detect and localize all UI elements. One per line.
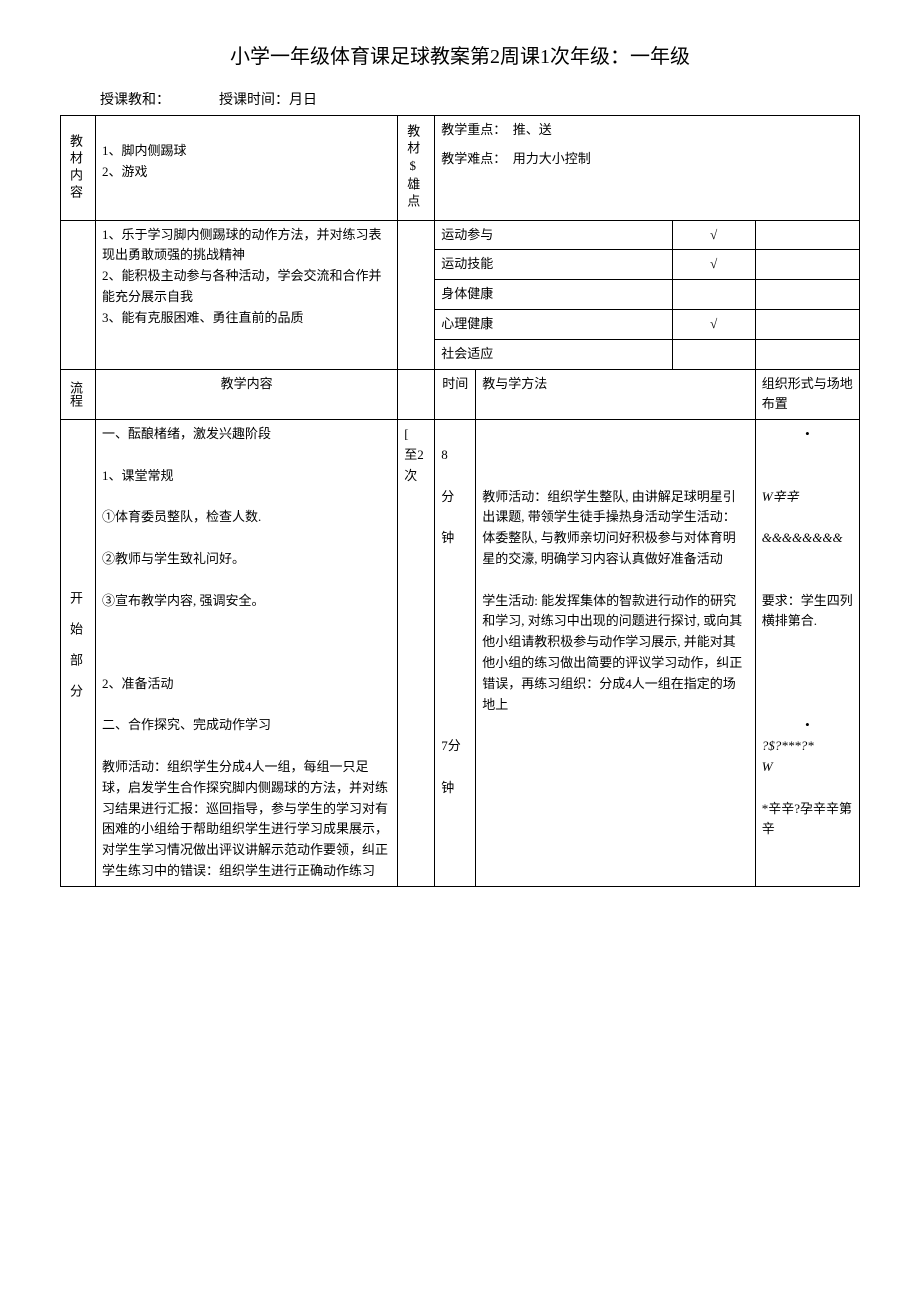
domain-4-check: √	[672, 309, 755, 339]
table-row: 1、乐于学习脚内侧踢球的动作方法，并对练习表现出勇敢顽强的挑战精神 2、能积极主…	[61, 220, 860, 250]
domain-4-blank	[755, 309, 859, 339]
goal-3: 3、能有克服困难、勇往直前的品质	[102, 310, 304, 325]
method-1: 教师活动：组织学生整队, 由讲解足球明星引出课题, 带领学生徒手操热身活动学生活…	[482, 489, 736, 566]
page-title: 小学一年级体育课足球教案第2周课1次年级：一年级	[60, 40, 860, 69]
method-col: 教师活动：组织学生整队, 由讲解足球明星引出课题, 带领学生徒手操热身活动学生活…	[476, 420, 755, 887]
header-time: 时间	[435, 369, 476, 420]
table-row: 教材内容 1、脚内侧踢球 2、游戏 教材$雄点 教学重点： 推、送	[61, 116, 860, 145]
teach-key-label: 教学重点：	[441, 122, 500, 137]
material-content-label-cell: 教材内容	[61, 116, 96, 221]
teach-diff-value: 用力大小控制	[513, 151, 591, 166]
material-content-2: 2、游戏	[102, 164, 148, 179]
domain-2-blank	[755, 250, 859, 280]
domain-1-check: √	[672, 220, 755, 250]
domain-3-label: 身体健康	[435, 280, 672, 310]
material-content-1: 1、脚内侧踢球	[102, 143, 187, 158]
header-org: 组织形式与场地布置	[755, 369, 859, 420]
table-row: 开始部分 一、酝酿楮绪，激发兴趣阶段 1、课堂常规 ①体育委员整队，检查人数. …	[61, 420, 860, 887]
org-line-5: *辛辛?孕辛辛第辛	[762, 799, 853, 841]
section-label: 开始部分	[67, 591, 85, 715]
domain-5-blank	[755, 339, 859, 369]
goals-cell: 1、乐于学习脚内侧踢球的动作方法，并对练习表现出勇敢顽强的挑战精神 2、能积极主…	[96, 220, 398, 369]
times-col: [ 至2 次	[398, 420, 435, 887]
title-suffix: 次年级：一年级	[550, 46, 690, 68]
domain-2-label: 运动技能	[435, 250, 672, 280]
flow-label-cell: 流程	[61, 369, 96, 420]
time-1: 8 分 钟	[441, 445, 469, 549]
domain-2-check: √	[672, 250, 755, 280]
domain-3-check	[672, 280, 755, 310]
goal-2: 2、能积极主动参与各种活动，学会交流和合作并能充分展示自我	[102, 268, 382, 304]
header-content: 教学内容	[96, 369, 398, 420]
domain-1-label: 运动参与	[435, 220, 672, 250]
domain-label-cell	[398, 220, 435, 369]
org-line-4: W	[762, 757, 853, 778]
method-2: 学生活动: 能发挥集体的智款进行动作的研究和学习, 对练习中出现的问题进行探讨,…	[482, 593, 742, 712]
material-content-cell: 1、脚内侧踢球 2、游戏	[96, 116, 398, 221]
time-col: 8 分 钟 7分 钟	[435, 420, 476, 887]
content-block: 一、酝酿楮绪，激发兴趣阶段 1、课堂常规 ①体育委员整队，检查人数. ②教师与学…	[96, 420, 398, 887]
teach-key-value: 推、送	[513, 122, 552, 137]
section-label-cell: 开始部分	[61, 420, 96, 887]
teach-diff-label: 教学难点：	[441, 151, 500, 166]
header-times-blank	[398, 369, 435, 420]
table-row: 流程 教学内容 时间 教与学方法 组织形式与场地布置	[61, 369, 860, 420]
time-2: 7分 钟	[441, 736, 469, 798]
goals-label-cell	[61, 220, 96, 369]
domain-4-label: 心理健康	[435, 309, 672, 339]
domain-5-label: 社会适应	[435, 339, 672, 369]
title-mid: 周课	[500, 46, 540, 68]
title-session: 1	[540, 46, 550, 68]
flow-label: 流程	[67, 381, 85, 407]
lesson-plan-table: 教材内容 1、脚内侧踢球 2、游戏 教材$雄点 教学重点： 推、送 教学难点： …	[60, 115, 860, 887]
material-content-label: 教材内容	[67, 134, 85, 202]
title-week: 2	[490, 46, 500, 68]
teach-diff-cell: 教学难点： 用力大小控制	[435, 145, 860, 220]
org-dots-mid: •	[762, 715, 853, 736]
header-method: 教与学方法	[476, 369, 755, 420]
domain-1-blank	[755, 220, 859, 250]
org-line-2: &&&&&&&&	[762, 528, 853, 549]
subtitle-line: 授课教和： 授课时间：月日	[60, 89, 860, 109]
org-col: • W辛辛 &&&&&&&& 要求：学生四列横排第合. • ?$?***?* W…	[755, 420, 859, 887]
material-key-label-cell: 教材$雄点	[398, 116, 435, 221]
domain-3-blank	[755, 280, 859, 310]
org-line-1: W辛辛	[762, 487, 853, 508]
material-key-label: 教材$雄点	[404, 124, 422, 211]
org-dots-top: •	[762, 424, 853, 445]
domain-5-check	[672, 339, 755, 369]
teach-key-cell: 教学重点： 推、送	[435, 116, 860, 145]
title-main: 小学一年级体育课足球教案第	[230, 46, 490, 68]
org-req: 要求：学生四列横排第合.	[762, 591, 853, 633]
goal-1: 1、乐于学习脚内侧踢球的动作方法，并对练习表现出勇敢顽强的挑战精神	[102, 227, 382, 263]
org-line-3: ?$?***?*	[762, 736, 853, 757]
